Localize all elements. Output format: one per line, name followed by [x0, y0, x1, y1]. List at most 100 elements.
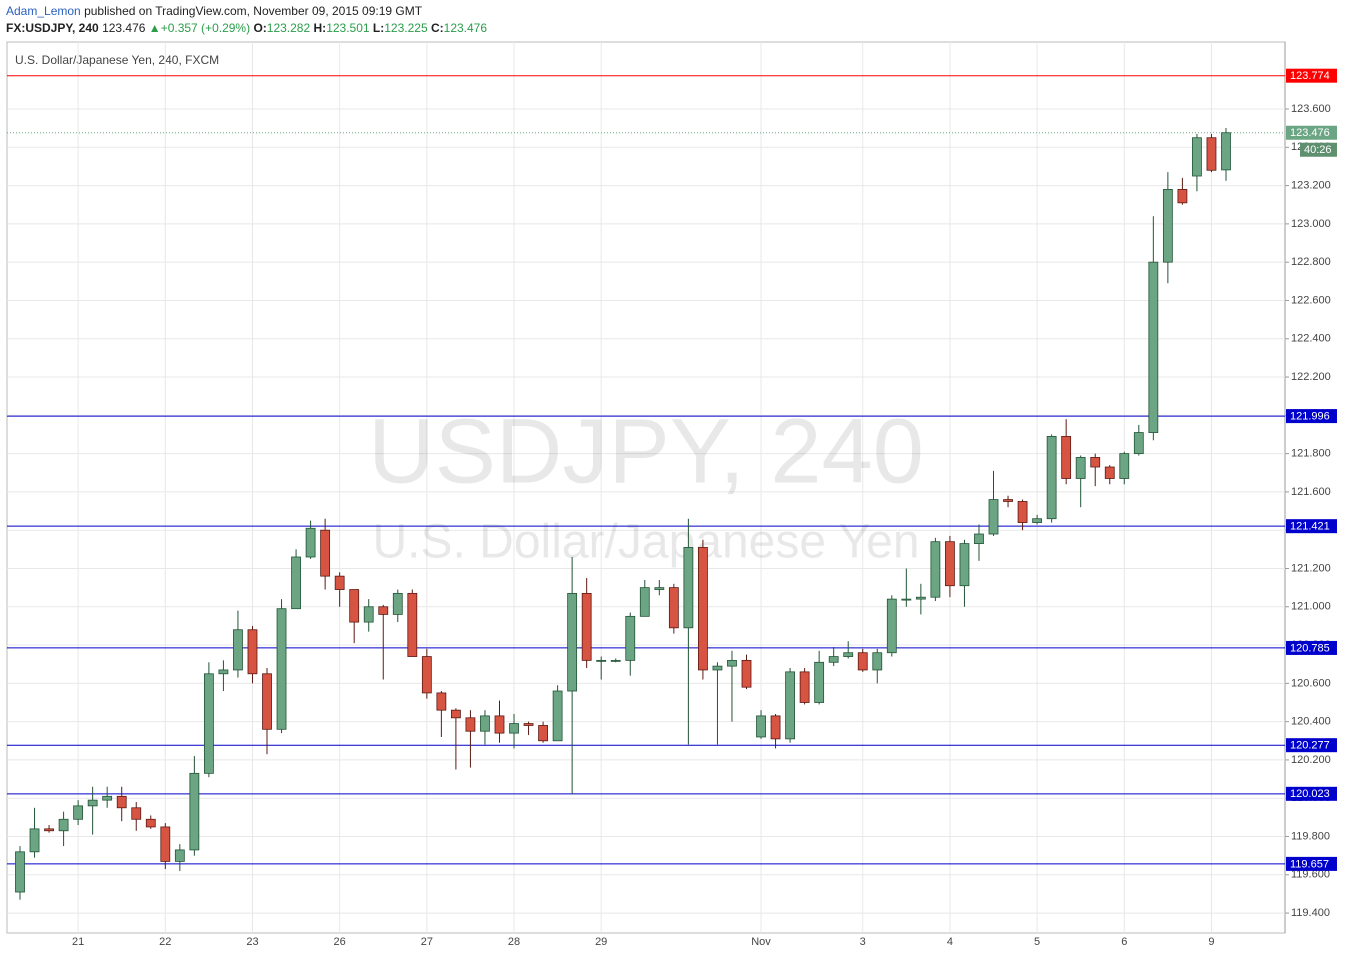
candle-body: [145, 818, 156, 828]
candle-body: [974, 533, 984, 544]
candle-body: [174, 849, 185, 862]
price-label-box: [1286, 409, 1337, 424]
x-tick-label: 29: [595, 936, 607, 948]
x-tick-label: 4: [947, 936, 953, 948]
candle-body: [799, 671, 810, 703]
candle-body: [320, 529, 331, 577]
x-tick-label: 23: [246, 936, 258, 948]
candle-body: [596, 659, 607, 662]
header-line: Adam_Lemon published on TradingView.com,…: [6, 3, 487, 20]
x-tick-label: 6: [1121, 936, 1127, 948]
quote-line: FX:USDJPY, 240 123.476 ▲+0.357 (+0.29%) …: [6, 20, 487, 37]
x-tick-label: 28: [508, 936, 520, 948]
x-tick-label: Nov: [751, 936, 771, 948]
price-label-box: [1286, 856, 1337, 871]
y-tick-label: 121.600: [1291, 486, 1331, 498]
candle-body: [378, 606, 389, 615]
candle-body: [523, 723, 534, 726]
c-value: 123.476: [443, 21, 488, 35]
price-label: 120.023: [1290, 788, 1330, 800]
candle-body: [349, 589, 360, 623]
candle-body: [233, 629, 243, 671]
candle-body: [73, 805, 84, 820]
x-tick-label: 22: [159, 936, 171, 948]
candle-body: [872, 652, 883, 671]
price-label-box: [1286, 738, 1337, 753]
candle-body: [814, 661, 825, 703]
y-tick-label: 123.000: [1291, 218, 1331, 230]
candle-body: [102, 795, 113, 801]
candle-body: [959, 543, 970, 587]
x-tick-label: 9: [1208, 936, 1214, 948]
candle-body: [668, 587, 679, 629]
candle-body: [392, 592, 403, 615]
countdown-box: [1300, 142, 1337, 157]
candle-body: [857, 652, 868, 671]
candle-body: [886, 598, 897, 654]
candle-body: [639, 587, 650, 617]
candle-body: [1090, 457, 1101, 468]
published: published on TradingView.com, November 0…: [84, 4, 423, 18]
y-tick-label: 119.400: [1291, 907, 1330, 919]
y-tick-label: 119.600: [1291, 869, 1330, 881]
y-tick-label: 120.400: [1291, 716, 1331, 728]
price-label: 119.657: [1290, 858, 1329, 870]
last-price-label: 123.476: [1290, 127, 1330, 139]
last-price-box: [1286, 125, 1337, 140]
candle-body: [407, 592, 418, 657]
plot-frame: [6, 41, 1286, 934]
candle-body: [1206, 137, 1217, 171]
candle-body: [1003, 499, 1013, 502]
candle-body: [44, 828, 54, 832]
candle-body: [480, 715, 490, 732]
candle-body: [247, 629, 258, 675]
candle-body: [945, 541, 955, 587]
candle-body: [421, 656, 432, 694]
candle-body: [552, 690, 563, 742]
o-label: O:: [253, 21, 267, 35]
y-tick-label: 120.600: [1291, 677, 1331, 689]
candle-body: [756, 715, 766, 738]
candle-body: [567, 592, 578, 692]
o-value: 123.282: [266, 21, 311, 35]
x-tick-label: 21: [72, 936, 84, 948]
price-label: 123.774: [1290, 70, 1330, 82]
candle-body: [131, 807, 142, 820]
y-tick-label: 119.800: [1291, 830, 1330, 842]
candle-body: [901, 598, 912, 601]
c-label: C:: [430, 21, 444, 35]
header: Adam_Lemon published on TradingView.com,…: [6, 3, 487, 37]
y-tick-label: 120.200: [1291, 754, 1331, 766]
candle-body: [465, 717, 476, 732]
watermark-subtitle: U.S. Dollar/Japanese Yen: [372, 516, 919, 569]
candle-body: [15, 851, 25, 893]
candle-body: [87, 799, 98, 807]
candle-body: [1221, 132, 1231, 171]
candle-body: [785, 671, 795, 740]
price-label: 120.277: [1290, 740, 1330, 752]
arrow: ▲: [148, 21, 161, 35]
candle-body: [189, 772, 200, 851]
h-label: H:: [313, 21, 327, 35]
price-label: 120.785: [1290, 642, 1330, 654]
candle-body: [988, 499, 999, 535]
candle-body: [1162, 189, 1173, 263]
x-tick-label: 5: [1034, 936, 1040, 948]
y-tick-label: 122.600: [1291, 294, 1331, 306]
l-label: L:: [372, 21, 385, 35]
candle-body: [305, 527, 316, 558]
candle-body: [741, 659, 752, 688]
price-label-box: [1286, 786, 1337, 801]
author-link[interactable]: Adam_Lemon: [6, 4, 81, 18]
y-tick-label: 121.800: [1291, 448, 1331, 460]
candle-body: [1148, 261, 1159, 433]
y-tick-label: 121.200: [1291, 562, 1331, 574]
candle-body: [930, 541, 941, 598]
y-tick-label: 121.000: [1291, 601, 1331, 613]
candle-body: [610, 659, 621, 662]
candle-body: [1061, 435, 1072, 479]
candle-body: [509, 723, 519, 734]
candle-body: [1017, 501, 1028, 523]
